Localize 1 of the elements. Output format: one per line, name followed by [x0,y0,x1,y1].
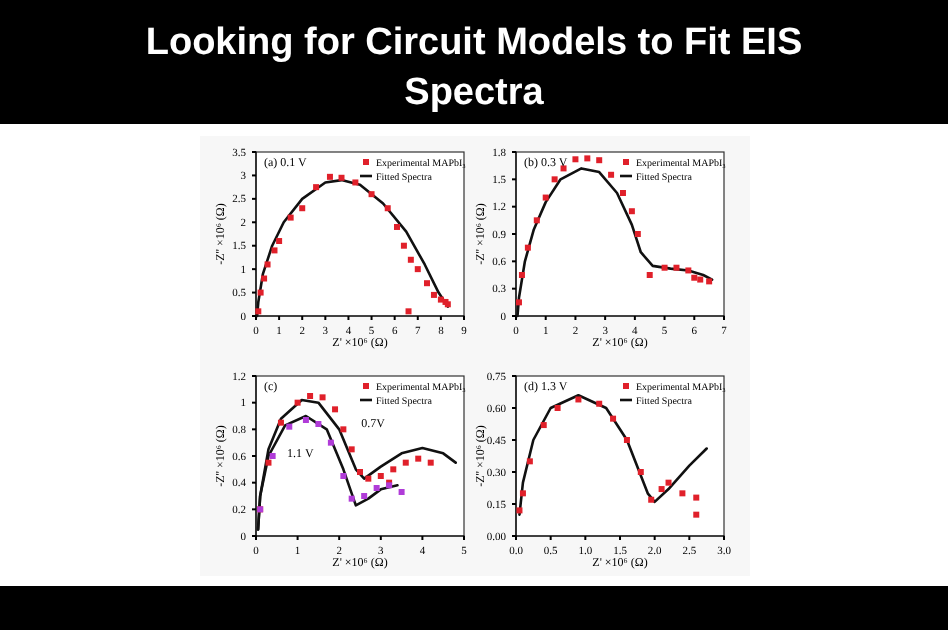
chart-title: Looking for Circuit Models to Fit EIS Spectra [145,22,803,114]
